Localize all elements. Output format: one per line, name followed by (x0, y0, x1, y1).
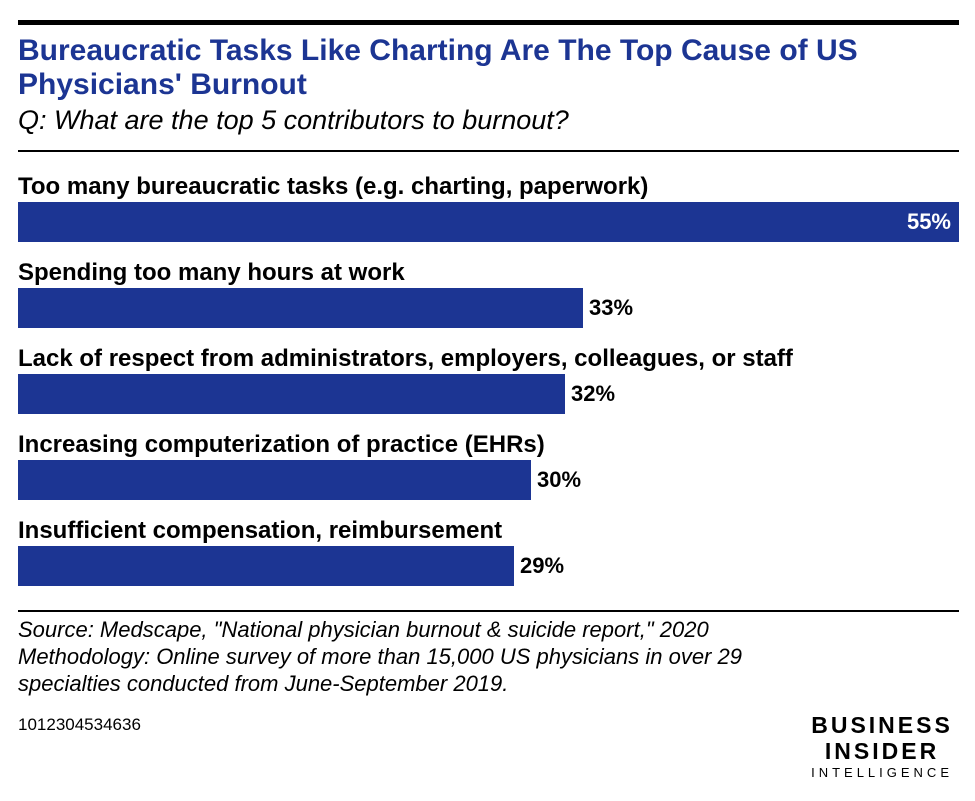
bar (18, 374, 565, 414)
source-rule (18, 610, 959, 612)
bar-label: Increasing computerization of practice (… (18, 431, 545, 458)
bar-value-label: 33% (589, 295, 634, 320)
bar (18, 202, 959, 242)
bar-value-label: 32% (571, 381, 616, 406)
subtitle-rule (18, 150, 959, 152)
source-note: Source: Medscape, "National physician bu… (18, 616, 959, 697)
chart-subtitle: Q: What are the top 5 contributors to bu… (18, 105, 569, 135)
bar-value-label: 29% (520, 553, 565, 578)
bar (18, 288, 583, 328)
bar-label: Too many bureaucratic tasks (e.g. charti… (18, 173, 649, 200)
methodology-line: Methodology: Online survey of more than … (18, 644, 742, 669)
brand-line-3: INTELLIGENCE (811, 765, 953, 780)
brand-line-1: BUSINESS (811, 712, 953, 738)
bar-label: Lack of respect from administrators, emp… (18, 345, 793, 372)
chart-title: Bureaucratic Tasks Like Charting Are The… (18, 34, 858, 101)
bar-value-label: 30% (537, 467, 582, 492)
brand-logo: BUSINESS INSIDER INTELLIGENCE (811, 712, 953, 782)
source-line: Source: Medscape, "National physician bu… (18, 617, 709, 642)
brand-line-2: INSIDER (824, 738, 940, 764)
bar-label: Insufficient compensation, reimbursement (18, 517, 503, 544)
methodology-line-2: specialties conducted from June-Septembe… (18, 671, 509, 696)
chart-id: 1012304534636 (18, 715, 141, 734)
bar (18, 460, 531, 500)
bar-value-label: 55% (906, 209, 951, 234)
bar-label: Spending too many hours at work (18, 259, 405, 286)
bar-chart: Too many bureaucratic tasks (e.g. charti… (0, 160, 975, 600)
top-rule (18, 20, 959, 25)
bar (18, 546, 514, 586)
